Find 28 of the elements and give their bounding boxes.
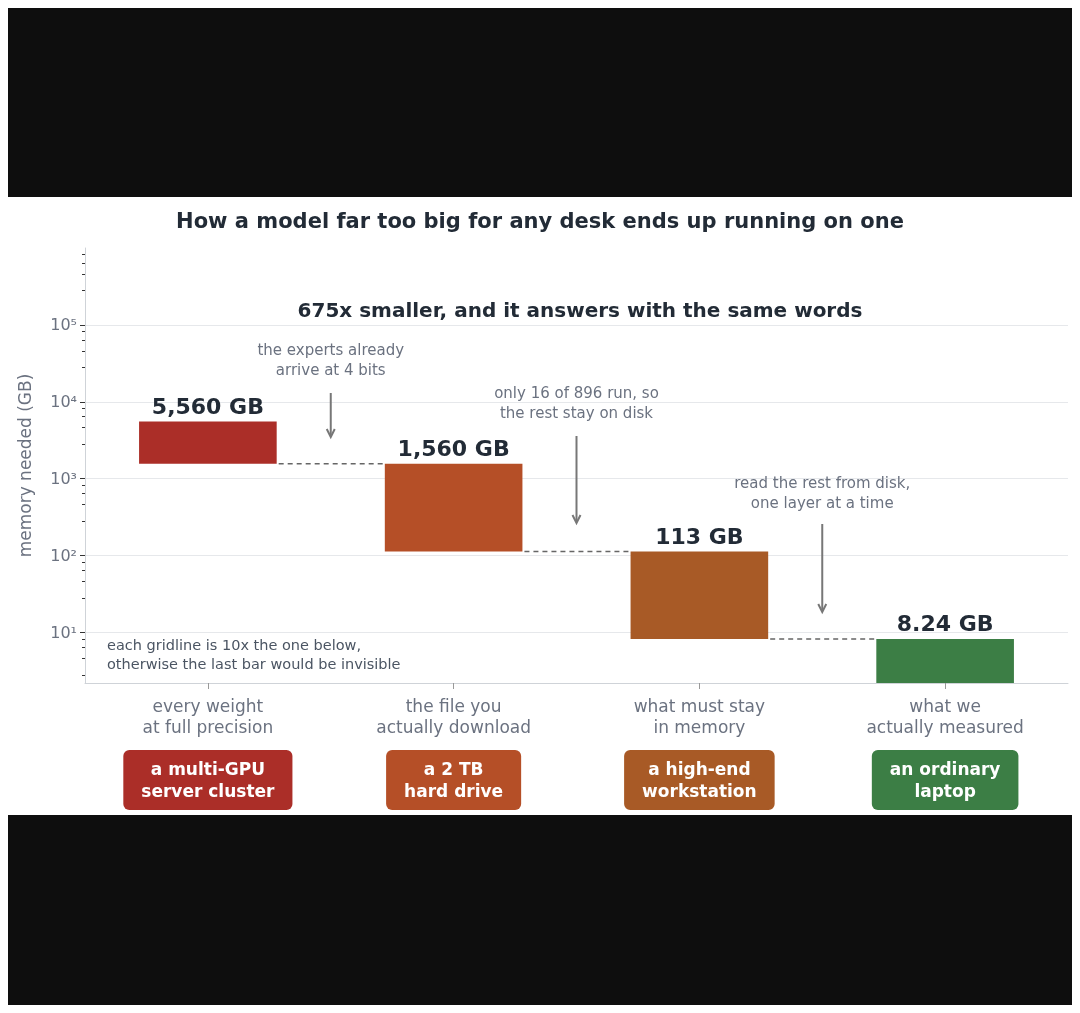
bar bbox=[630, 551, 769, 639]
text: a 2 TB hard drive bbox=[404, 759, 504, 801]
y-tick-label: 10² bbox=[50, 546, 77, 566]
data-label: 1,560 GB bbox=[397, 436, 510, 462]
text: a multi-GPU server cluster bbox=[141, 759, 276, 801]
text: a high-end workstation bbox=[642, 759, 757, 801]
y-axis-title: memory needed (GB) bbox=[14, 373, 35, 558]
x-tick-label: what must stay in memory bbox=[633, 695, 766, 737]
annotation: only 16 of 896 run, so the rest stay on disk bbox=[494, 384, 659, 422]
bar bbox=[876, 638, 1014, 683]
y-tick-label: 10⁵ bbox=[50, 315, 77, 335]
text: an ordinary laptop bbox=[889, 759, 1001, 801]
text: 675x smaller, and it answers with the same words bbox=[297, 298, 863, 322]
y-tick-label: 10¹ bbox=[50, 622, 77, 642]
bar bbox=[139, 421, 277, 464]
data-label: 8.24 GB bbox=[896, 611, 994, 637]
y-tick-label: 10³ bbox=[50, 469, 77, 489]
data-label: 113 GB bbox=[655, 523, 744, 549]
data-label: 5,560 GB bbox=[151, 393, 264, 419]
annotation: read the rest from disk, one layer at a time bbox=[734, 474, 911, 512]
y-tick-label: 10⁴ bbox=[50, 392, 77, 412]
annotation: each gridline is 10x the one below, otherwise the last bar would be invisible bbox=[107, 636, 401, 672]
x-tick-label: every weight at full precision bbox=[142, 695, 274, 737]
annotation: the experts already arrive at 4 bits bbox=[257, 341, 405, 379]
x-tick-label: the file you actually download bbox=[376, 695, 531, 737]
chart-title: How a model far too big for any desk ends up running on one bbox=[176, 208, 904, 233]
bar bbox=[384, 463, 523, 552]
x-tick-label: what we actually measured bbox=[866, 695, 1024, 737]
